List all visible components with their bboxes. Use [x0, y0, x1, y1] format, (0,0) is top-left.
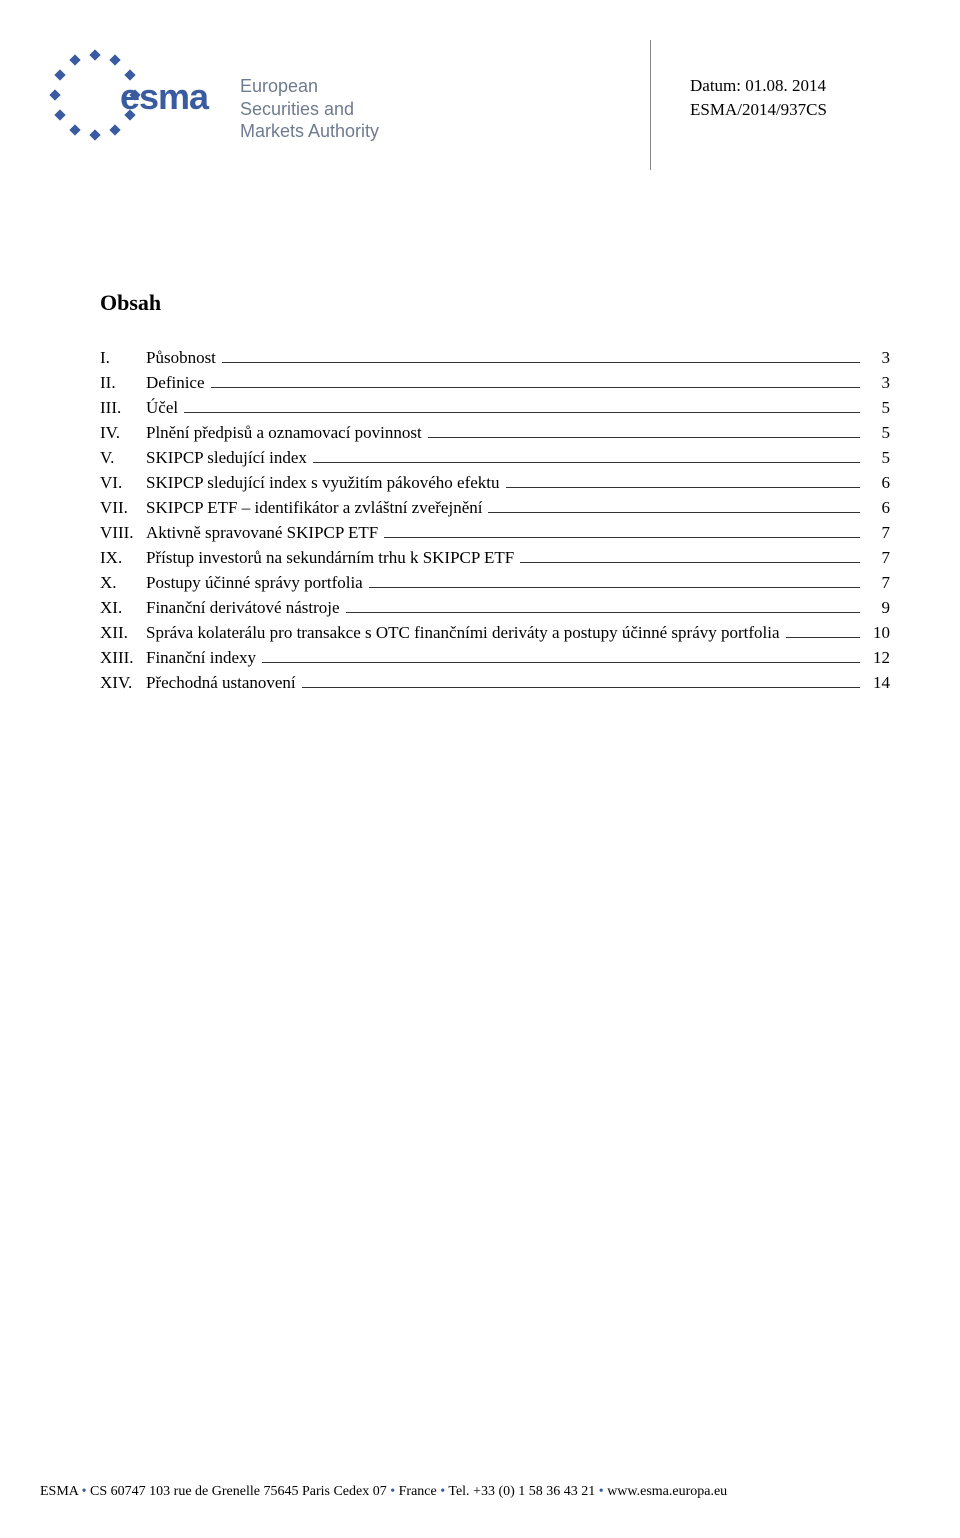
toc-page: 14 [864, 673, 890, 693]
toc-page: 6 [864, 498, 890, 518]
toc-roman: III. [100, 398, 146, 418]
toc-leader [428, 426, 860, 438]
brand-sub-line2: Markets Authority [240, 120, 400, 143]
toc-row: XII.Správa kolaterálu pro transakce s OT… [100, 623, 890, 648]
footer-text-2: CS 60747 103 rue de Grenelle 75645 Paris… [87, 1484, 391, 1499]
toc-row: I.Působnost 3 [100, 348, 890, 373]
toc-label: SKIPCP sledující index s využitím pákové… [146, 473, 500, 493]
doc-date: Datum: 01.08. 2014 [690, 74, 827, 98]
esma-logo: esma European Securities and Markets Aut… [40, 40, 400, 150]
toc-roman: IX. [100, 548, 146, 568]
toc-page: 5 [864, 398, 890, 418]
toc-roman: VI. [100, 473, 146, 493]
toc-roman: VIII. [100, 523, 146, 543]
toc-page: 10 [864, 623, 890, 643]
toc-roman: V. [100, 448, 146, 468]
toc-page: 3 [864, 348, 890, 368]
toc-row: VII.SKIPCP ETF – identifikátor a zvláštn… [100, 498, 890, 523]
header-divider [650, 40, 651, 170]
toc-leader [520, 551, 860, 563]
toc-label: Účel [146, 398, 178, 418]
footer-text-0: ESMA [40, 1484, 82, 1499]
toc-label: Finanční indexy [146, 648, 256, 668]
toc-row: VI.SKIPCP sledující index s využitím pák… [100, 473, 890, 498]
brand-sub-line1: European Securities and [240, 75, 400, 120]
toc-label: Správa kolaterálu pro transakce s OTC fi… [146, 623, 780, 643]
toc-label: SKIPCP sledující index [146, 448, 307, 468]
toc-page: 7 [864, 523, 890, 543]
toc-roman: II. [100, 373, 146, 393]
doc-ref: ESMA/2014/937CS [690, 98, 827, 122]
toc-leader [488, 501, 860, 513]
toc-page: 6 [864, 473, 890, 493]
toc-roman: XII. [100, 623, 146, 643]
toc-row: XIII.Finanční indexy 12 [100, 648, 890, 673]
toc-row: IX.Přístup investorů na sekundárním trhu… [100, 548, 890, 573]
brand-subtitle: European Securities and Markets Authorit… [240, 75, 400, 143]
toc-page: 3 [864, 373, 890, 393]
toc-page: 7 [864, 548, 890, 568]
toc-roman: XIV. [100, 673, 146, 693]
header: esma European Securities and Markets Aut… [40, 40, 880, 180]
toc-leader [262, 651, 860, 663]
toc-roman: VII. [100, 498, 146, 518]
toc-row: III.Účel 5 [100, 398, 890, 423]
page-title: Obsah [100, 290, 161, 316]
toc-row: IV.Plnění předpisů a oznamovací povinnos… [100, 423, 890, 448]
toc-label: Postupy účinné správy portfolia [146, 573, 363, 593]
toc-leader [384, 526, 860, 538]
toc-page: 9 [864, 598, 890, 618]
toc-label: Přechodná ustanovení [146, 673, 296, 693]
toc-label: Působnost [146, 348, 216, 368]
toc-label: Aktivně spravované SKIPCP ETF [146, 523, 378, 543]
toc-roman: IV. [100, 423, 146, 443]
toc-row: X.Postupy účinné správy portfolia 7 [100, 573, 890, 598]
toc-page: 7 [864, 573, 890, 593]
toc-leader [786, 626, 860, 638]
toc-page: 12 [864, 648, 890, 668]
footer-text-6: Tel. +33 (0) 1 58 36 43 21 [445, 1484, 599, 1499]
toc-label: Plnění předpisů a oznamovací povinnost [146, 423, 422, 443]
toc-page: 5 [864, 448, 890, 468]
toc-row: VIII.Aktivně spravované SKIPCP ETF 7 [100, 523, 890, 548]
toc-page: 5 [864, 423, 890, 443]
toc-leader [313, 451, 860, 463]
footer-text-4: France [395, 1484, 440, 1499]
toc-leader [369, 576, 860, 588]
toc-roman: XI. [100, 598, 146, 618]
footer-text-8: www.esma.europa.eu [604, 1484, 728, 1499]
toc-leader [184, 401, 860, 413]
toc: I.Působnost3II.Definice3III.Účel5IV.Plně… [100, 348, 890, 698]
toc-label: Finanční derivátové nástroje [146, 598, 340, 618]
toc-leader [211, 376, 860, 388]
footer: ESMA • CS 60747 103 rue de Grenelle 7564… [40, 1484, 920, 1500]
page: esma European Securities and Markets Aut… [0, 0, 960, 1538]
toc-row: XI.Finanční derivátové nástroje 9 [100, 598, 890, 623]
toc-label: Definice [146, 373, 205, 393]
toc-leader [302, 676, 860, 688]
doc-meta: Datum: 01.08. 2014 ESMA/2014/937CS [690, 74, 827, 122]
brand-word: esma [120, 76, 208, 118]
toc-row: V.SKIPCP sledující index 5 [100, 448, 890, 473]
toc-roman: I. [100, 348, 146, 368]
toc-label: Přístup investorů na sekundárním trhu k … [146, 548, 514, 568]
toc-leader [346, 601, 860, 613]
toc-roman: XIII. [100, 648, 146, 668]
toc-leader [222, 351, 860, 363]
toc-row: XIV.Přechodná ustanovení 14 [100, 673, 890, 698]
toc-label: SKIPCP ETF – identifikátor a zvláštní zv… [146, 498, 482, 518]
toc-row: II.Definice 3 [100, 373, 890, 398]
toc-roman: X. [100, 573, 146, 593]
toc-leader [506, 476, 861, 488]
